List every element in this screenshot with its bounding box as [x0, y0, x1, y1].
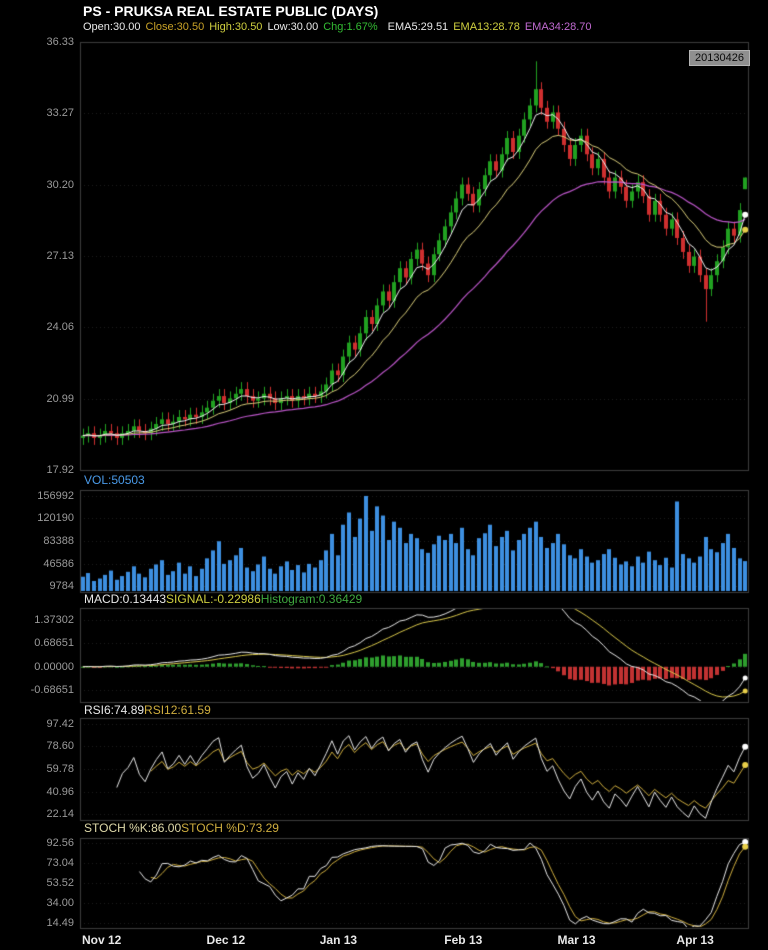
quote-ema13: EMA13:28.78 [453, 21, 520, 33]
rsi12-value-label: RSI12:61.59 [144, 703, 211, 717]
quote-close: Close:30.50 [145, 21, 205, 33]
quote-low: Low:30.00 [267, 21, 319, 33]
macd-value-label: MACD:0.13443 [84, 592, 167, 606]
quote-ema5: EMA5:29.51 [387, 21, 449, 33]
stoch-panel-label: STOCH %K:86.00STOCH %D:73.29 [84, 821, 279, 835]
rsi6-value-label: RSI6:74.89 [84, 703, 145, 717]
date-badge: 20130426 [689, 50, 750, 66]
histogram-value-label: Histogram:0.36429 [260, 592, 363, 606]
quote-change: Chg:1.67% [323, 21, 378, 33]
macd-panel-label: MACD:0.13443SIGNAL:-0.22986Histogram:0.3… [84, 592, 362, 606]
stoch-d-value-label: STOCH %D:73.29 [181, 821, 279, 835]
quote-open: Open:30.00 [83, 21, 141, 33]
quote-bar: Open:30.00 Close:30.50 High:30.50 Low:30.00… [83, 21, 597, 33]
quote-high: High:30.50 [209, 21, 263, 33]
rsi-panel-label: RSI6:74.89RSI12:61.59 [84, 703, 211, 717]
page-title: PS - PRUKSA REAL ESTATE PUBLIC (DAYS) [83, 3, 379, 19]
volume-value-label: VOL:50503 [84, 473, 145, 487]
quote-ema34: EMA34:28.70 [524, 21, 592, 33]
volume-panel-label: VOL:50503 [84, 473, 145, 487]
signal-value-label: SIGNAL:-0.22986 [166, 592, 261, 606]
stoch-k-value-label: STOCH %K:86.00 [84, 821, 182, 835]
